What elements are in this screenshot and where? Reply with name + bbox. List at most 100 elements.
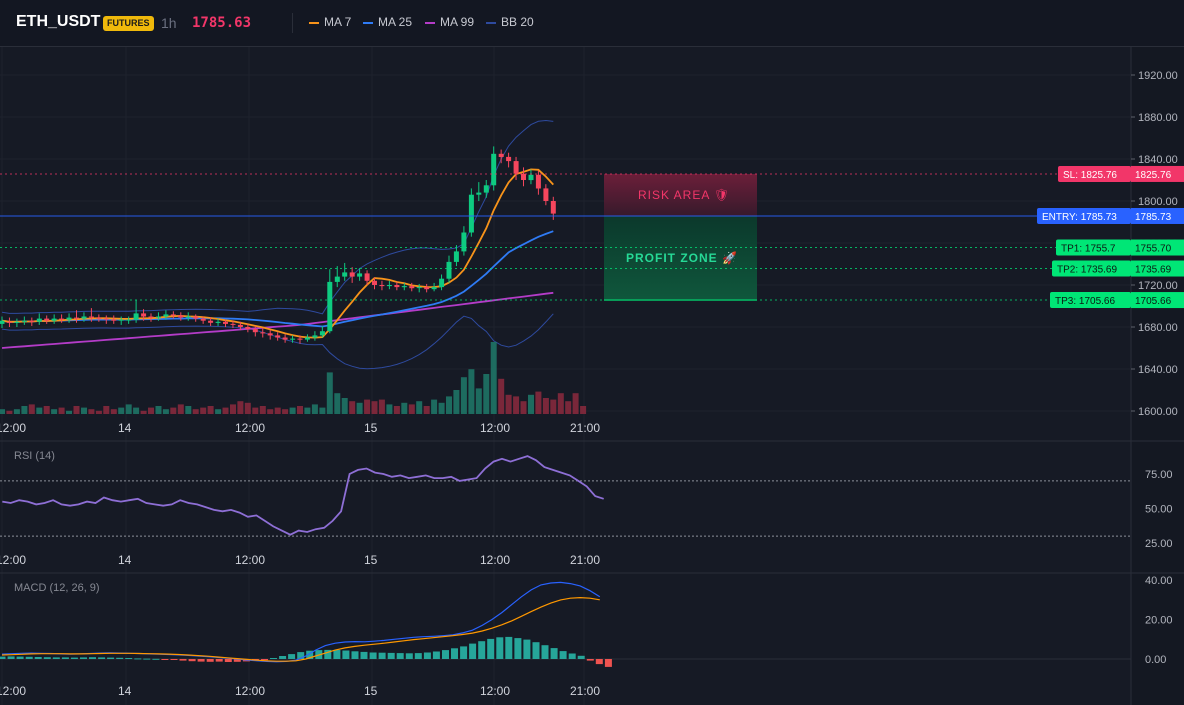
volume-bar	[148, 407, 154, 414]
macd-hist-bar	[43, 657, 51, 659]
macd-hist-bar	[206, 659, 214, 662]
volume-bar	[289, 407, 296, 414]
macd-signal-line	[1, 596, 600, 662]
x-tick-label: 14	[118, 553, 132, 567]
macd-hist-bar	[505, 636, 513, 659]
volume-bar	[215, 409, 222, 414]
legend-bb20[interactable]: BB 20	[486, 15, 534, 29]
level-axis-label: 1705.66	[1135, 296, 1172, 307]
volume-bar	[520, 401, 527, 414]
candle-body	[424, 287, 430, 290]
candle-body	[178, 315, 184, 318]
volume-bar	[207, 406, 214, 414]
volume-bar	[542, 398, 549, 414]
symbol-name[interactable]: ETH_USDT	[16, 13, 101, 30]
candle-body	[96, 317, 102, 319]
x-tick-label: 12:00	[480, 684, 510, 698]
volume-bar	[95, 410, 102, 414]
macd-title: MACD (12, 26, 9)	[14, 582, 100, 594]
candle-body	[290, 338, 296, 340]
volume-bar	[140, 410, 147, 414]
candle-body	[133, 313, 139, 320]
candle-body	[111, 319, 117, 321]
volume-bar	[304, 407, 311, 414]
volume-bar	[505, 394, 512, 414]
candle-body	[230, 323, 236, 325]
volume-bar	[51, 409, 58, 414]
volume-bar	[43, 406, 50, 414]
macd-hist-bar	[16, 656, 24, 659]
level-axis-tag	[1131, 165, 1184, 182]
x-tick-label: 12:00	[235, 421, 265, 435]
volume-bar	[572, 393, 579, 414]
candle-body	[334, 276, 340, 282]
candle-body	[29, 320, 35, 322]
candle-body	[21, 320, 27, 322]
macd-tick-label: 40.00	[1145, 575, 1173, 587]
volume-bar	[274, 407, 281, 414]
macd-tick-label: 20.00	[1145, 615, 1173, 627]
legend-ma25[interactable]: MA 25	[363, 15, 412, 29]
level-tag-label: TP1: 1755.7	[1061, 244, 1116, 255]
macd-hist-bar	[550, 648, 558, 659]
candle-body	[74, 317, 79, 319]
volume-bar	[21, 406, 28, 414]
volume-bar	[252, 407, 259, 414]
price-tick-label: 1680.00	[1138, 322, 1178, 334]
rsi-title: RSI (14)	[14, 450, 55, 462]
volume-bar	[364, 399, 371, 414]
macd-hist-bar	[442, 650, 449, 659]
candle-body	[170, 314, 176, 316]
macd-hist-bar	[288, 654, 296, 659]
volume-bar	[319, 407, 326, 414]
macd-hist-bar	[7, 656, 15, 659]
legend-ma99[interactable]: MA 99	[425, 15, 474, 29]
candle-body	[304, 337, 310, 340]
volume-bar	[66, 410, 72, 414]
volume-bar	[460, 377, 467, 414]
volume-bar	[267, 409, 274, 414]
candle-body	[200, 318, 206, 321]
price-axis-background	[1131, 47, 1184, 705]
volume-bar	[6, 410, 13, 414]
volume-bar	[222, 407, 229, 414]
x-tick-label: 14	[118, 421, 132, 435]
macd-hist-bar	[378, 652, 386, 659]
volume-bar	[118, 407, 125, 414]
rsi-tick-label: 50.00	[1145, 504, 1173, 516]
volume-bar	[483, 374, 490, 414]
volume-bar	[155, 406, 162, 414]
macd-hist-bar	[387, 652, 395, 659]
price-tick-label: 1920.00	[1138, 70, 1178, 82]
candle-body	[513, 161, 519, 174]
candle-body	[14, 321, 20, 323]
candle-body	[297, 338, 303, 340]
volume-bar	[557, 393, 564, 414]
level-axis-label: 1755.70	[1135, 244, 1172, 255]
candle-body	[372, 280, 377, 285]
candle-body	[453, 251, 459, 262]
candle-body	[66, 317, 72, 320]
chart-background	[0, 47, 1184, 705]
x-tick-label: 12:00	[0, 553, 26, 567]
macd-hist-bar	[324, 649, 332, 659]
macd-hist-bar	[369, 652, 377, 659]
volume-bar	[528, 394, 534, 414]
legend-ma7[interactable]: MA 7	[309, 15, 351, 29]
candle-body	[208, 320, 214, 323]
timeframe-label[interactable]: 1h	[161, 15, 177, 31]
top-toolbar: ETH_USDT FUTURES 1h 1785.63 MA 7 MA 25 M…	[0, 0, 1184, 47]
x-tick-label: 21:00	[570, 553, 600, 567]
macd-hist-bar	[61, 657, 69, 659]
volume-bar	[386, 404, 393, 414]
x-tick-label: 12:00	[480, 421, 510, 435]
x-tick-label: 12:00	[480, 553, 510, 567]
volume-bar	[125, 404, 132, 414]
candle-body	[327, 281, 333, 332]
price-tick-label: 1800.00	[1138, 196, 1178, 208]
macd-hist-bar	[487, 638, 495, 659]
macd-hist-bar	[179, 659, 187, 661]
macd-hist-bar	[170, 659, 178, 660]
macd-hist-bar	[595, 659, 603, 665]
volume-bar	[565, 401, 572, 414]
